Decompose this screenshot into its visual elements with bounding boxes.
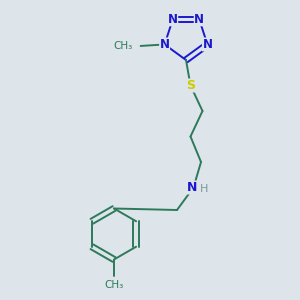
Text: S: S	[186, 79, 195, 92]
Text: CH₃: CH₃	[114, 41, 133, 51]
Text: H: H	[200, 184, 208, 194]
Text: N: N	[168, 13, 178, 26]
Text: CH₃: CH₃	[104, 280, 124, 290]
Text: N: N	[160, 38, 170, 51]
Text: N: N	[187, 181, 197, 194]
Text: N: N	[194, 13, 204, 26]
Text: N: N	[202, 38, 212, 51]
